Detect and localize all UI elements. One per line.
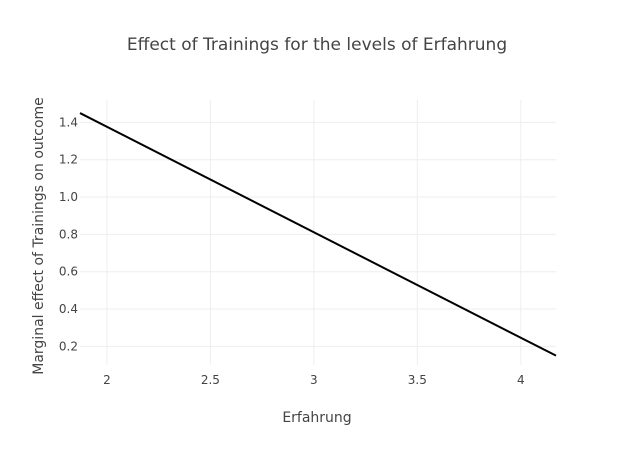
y-axis-title: Marginal effect of Trainings on outcome: [31, 97, 47, 375]
y-axis-ticks: 0.2 0.4 0.6 0.8 1.0 1.2 1.4: [59, 115, 78, 353]
x-axis-ticks: 2 2.5 3 3.5 4: [103, 373, 525, 387]
y-tick-label: 0.8: [59, 227, 78, 241]
y-tick-label: 0.2: [59, 339, 78, 353]
x-tick-label: 3.5: [408, 373, 427, 387]
y-tick-label: 1.2: [59, 153, 78, 167]
x-axis-title: Erfahrung: [282, 410, 351, 426]
grid: [80, 100, 556, 365]
series-layer: [79, 112, 557, 357]
x-tick-label: 2: [103, 373, 111, 387]
x-tick-label: 2.5: [201, 373, 220, 387]
y-tick-label: 1.0: [59, 190, 78, 204]
chart-title: Effect of Trainings for the levels of Er…: [127, 35, 507, 55]
y-tick-label: 0.6: [59, 265, 78, 279]
x-tick-label: 4: [517, 373, 525, 387]
x-tick-label: 3: [310, 373, 318, 387]
y-tick-label: 1.4: [59, 115, 78, 129]
y-tick-label: 0.4: [59, 302, 78, 316]
series-line: [79, 112, 557, 357]
